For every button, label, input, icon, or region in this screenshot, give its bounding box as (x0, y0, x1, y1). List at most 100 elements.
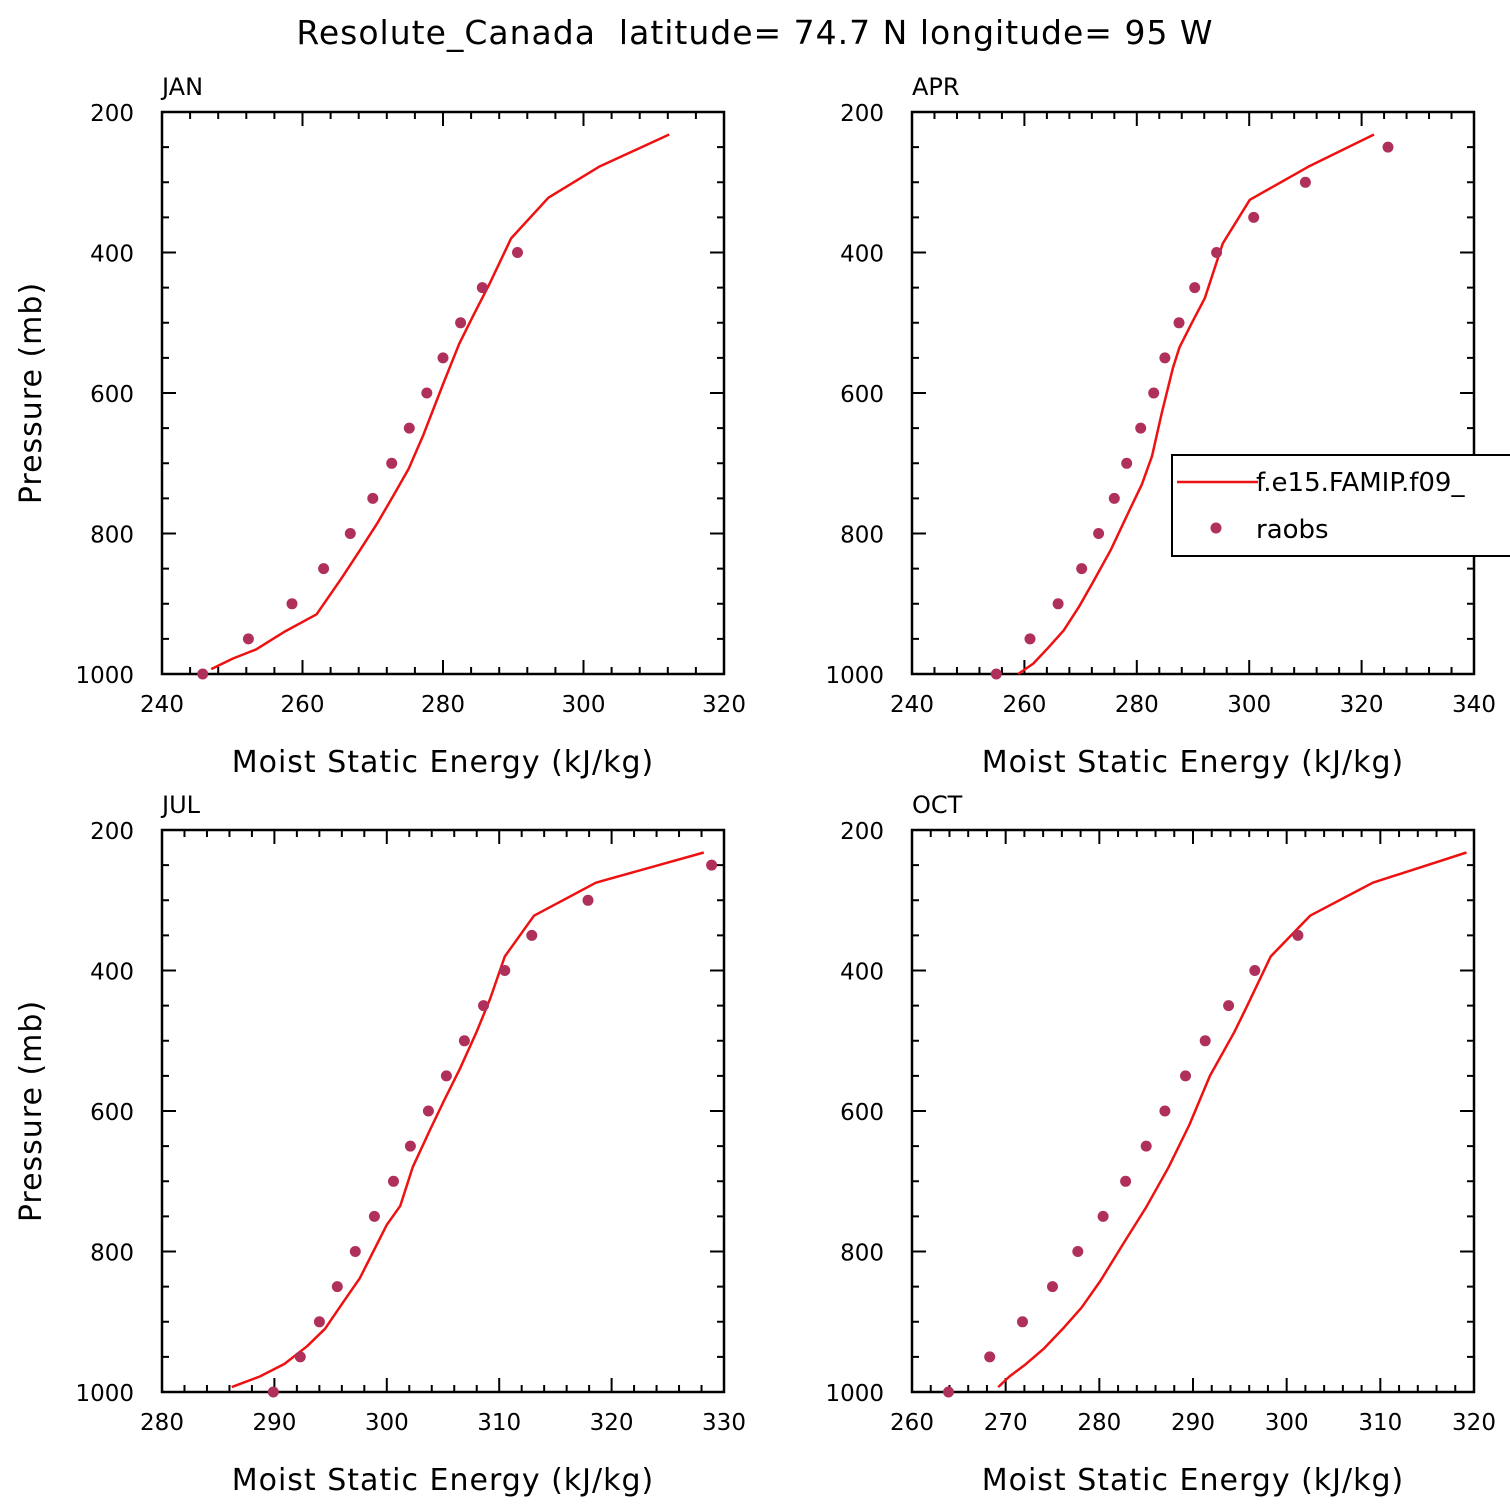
raobs-point (294, 1351, 306, 1363)
raobs-point (1223, 1000, 1235, 1012)
x-tick-label: 300 (562, 692, 606, 718)
raobs-point (286, 598, 298, 610)
raobs-point (1211, 247, 1223, 258)
raobs-point (990, 668, 1002, 680)
raobs-point (318, 563, 330, 575)
raobs-point (1093, 528, 1105, 539)
raobs-point (267, 1386, 279, 1398)
panel-jul: JUL 280 290 300 310 320 330 200 400 600 800 1000 Moi… (14, 791, 746, 1498)
raobs-point (349, 1246, 361, 1257)
panel-jul-raobs-points (267, 859, 718, 1398)
legend-raobs-swatch (1210, 522, 1222, 534)
panel-oct-ticks (911, 829, 1475, 1393)
x-tick-label: 280 (1115, 692, 1159, 718)
x-tick-label: 300 (1265, 1410, 1309, 1436)
panel-apr-frame (910, 110, 1476, 676)
y-tick-label: 1000 (75, 1381, 134, 1407)
panel-oct-frame (910, 828, 1476, 1394)
x-tick-label: 340 (1452, 692, 1496, 718)
raobs-point (582, 894, 594, 906)
raobs-point (1189, 282, 1201, 294)
raobs-point (1120, 1175, 1132, 1187)
raobs-point (1299, 176, 1311, 188)
raobs-point (386, 457, 398, 469)
y-tick-label: 200 (840, 819, 884, 845)
y-tick-label: 400 (840, 242, 884, 268)
raobs-point (1121, 457, 1133, 469)
y-tick-label: 200 (90, 101, 134, 127)
panel-oct-x-axis-label: Moist Static Energy (kJ/kg) (982, 1463, 1405, 1498)
x-tick-label: 280 (140, 1410, 184, 1436)
raobs-point (1097, 1210, 1109, 1222)
raobs-point (499, 965, 511, 976)
raobs-point (1180, 1070, 1191, 1082)
panel-apr-raobs-points (990, 141, 1394, 680)
raobs-point (1159, 352, 1171, 364)
x-tick-label: 320 (702, 692, 746, 718)
legend: f.e15.FAMIP.f09_raobs (1171, 454, 1510, 557)
panel-jul-frame (160, 828, 726, 1394)
y-tick-label: 600 (840, 1100, 884, 1126)
y-tick-label: 1000 (75, 663, 134, 689)
y-tick-label: 800 (840, 523, 884, 549)
raobs-point (1249, 965, 1261, 976)
panel-jan-x-axis-label: Moist Static Energy (kJ/kg) (232, 745, 655, 780)
raobs-point (1159, 1105, 1171, 1117)
raobs-point (242, 633, 254, 645)
x-tick-label: 300 (1227, 692, 1271, 718)
raobs-point (512, 247, 523, 258)
raobs-point (526, 929, 538, 941)
x-tick-label: 330 (702, 1410, 746, 1436)
raobs-point (313, 1316, 325, 1328)
raobs-point (1148, 387, 1160, 399)
raobs-point (455, 317, 467, 329)
x-tick-label: 260 (281, 692, 325, 718)
raobs-point (476, 282, 488, 294)
x-tick-label: 270 (984, 1410, 1028, 1436)
raobs-point (403, 422, 415, 434)
x-tick-label: 290 (252, 1410, 296, 1436)
legend-box (1171, 454, 1510, 557)
panel-jan-model-line (210, 133, 670, 671)
y-tick-label: 200 (840, 101, 884, 127)
x-tick-label: 310 (477, 1410, 521, 1436)
raobs-point (1052, 598, 1064, 610)
y-tick-label: 400 (840, 960, 884, 986)
panel-jan-raobs-points (197, 247, 523, 680)
panels-group: JAN 240 260 280 300 320 200 400 600 800 1000 Moist … (14, 73, 1496, 1498)
raobs-point (458, 1035, 470, 1047)
raobs-point (984, 1351, 996, 1363)
raobs-point (197, 668, 209, 680)
raobs-point (368, 1210, 380, 1222)
raobs-point (1382, 141, 1394, 153)
y-tick-label: 1000 (825, 663, 884, 689)
x-tick-label: 240 (140, 692, 184, 718)
raobs-point (1248, 211, 1260, 223)
raobs-point (1047, 1281, 1058, 1293)
panel-apr-model-line (1017, 133, 1375, 676)
raobs-point (437, 352, 449, 364)
legend-raobs-label: raobs (1256, 515, 1329, 545)
raobs-point (367, 492, 379, 504)
panel-apr: APR 240 260 280 300 320 340 200 400 600 800 1000 Moi… (825, 73, 1496, 780)
x-tick-label: 310 (1358, 1410, 1402, 1436)
raobs-point (1024, 633, 1036, 645)
panel-jan-ticks (161, 111, 725, 675)
panel-jul-ticks (161, 829, 725, 1393)
panel-apr-x-axis-label: Moist Static Energy (kJ/kg) (982, 745, 1405, 780)
panel-jul-model-line (231, 851, 705, 1389)
panel-apr-title: APR (912, 73, 960, 101)
raobs-point (422, 1105, 434, 1117)
x-tick-label: 320 (590, 1410, 634, 1436)
y-tick-label: 600 (90, 1100, 134, 1126)
x-tick-label: 260 (890, 1410, 934, 1436)
x-tick-label: 280 (1077, 1410, 1121, 1436)
y-tick-label: 800 (840, 1241, 884, 1267)
raobs-point (1017, 1316, 1028, 1328)
panel-jan: JAN 240 260 280 300 320 200 400 600 800 1000 Moist … (14, 73, 746, 780)
panel-jan-frame (160, 110, 726, 676)
raobs-point (1292, 929, 1304, 941)
raobs-point (1072, 1246, 1084, 1257)
y-tick-label: 200 (90, 819, 134, 845)
